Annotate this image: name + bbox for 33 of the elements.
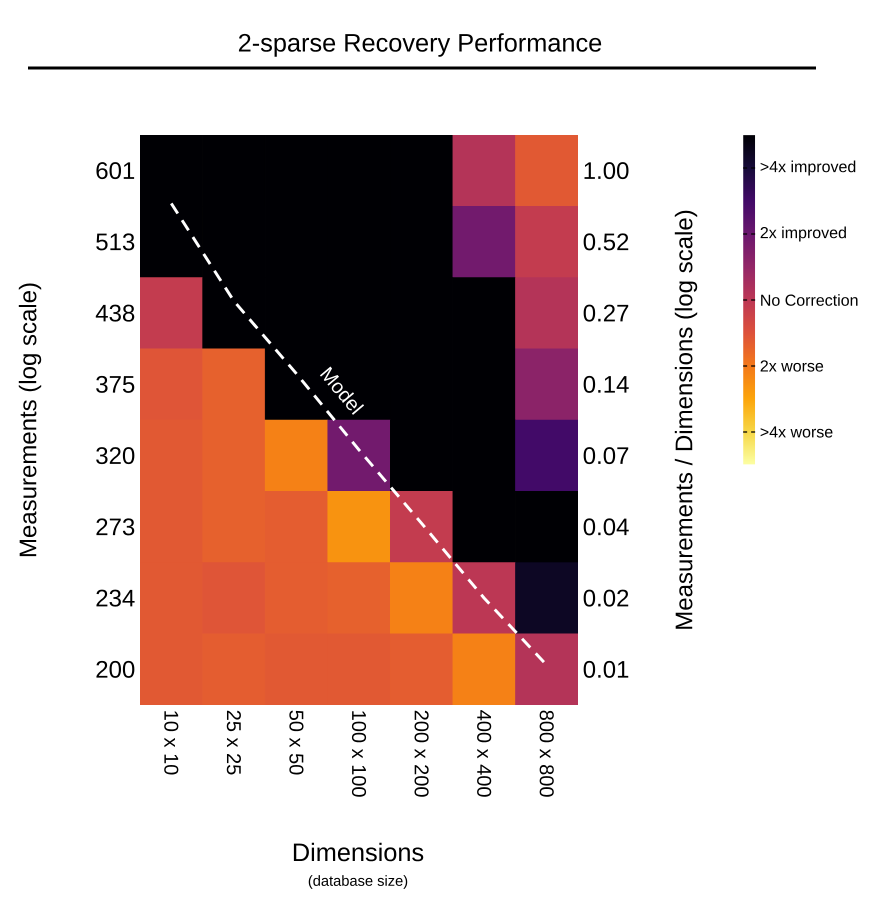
x-tick-label: 800 x 800 [540, 710, 554, 797]
color-bar-label: No Correction [761, 294, 858, 306]
color-bar-label: 2x improved [760, 226, 846, 242]
y2-tick-label: 0.27 [584, 304, 628, 322]
y-tick-label: 438 [96, 304, 134, 322]
x-tick-label: 25 x 25 [226, 710, 241, 774]
y-tick-label: 375 [96, 376, 134, 393]
y2-tick-label: 0.01 [584, 660, 628, 678]
x-axis-title: Dimensions [294, 842, 424, 862]
y2-tick-label: 0.07 [584, 447, 628, 464]
y-tick-label: 234 [96, 590, 135, 607]
x-tick-label: 200 x 200 [414, 710, 429, 797]
chart-title: 2-sparse Recovery Performance [238, 33, 602, 57]
x-tick-label: 400 x 400 [477, 710, 492, 797]
y2-tick-label: 0.02 [584, 590, 628, 607]
color-bar-label: >4x worse [760, 426, 832, 438]
x-tick-label: 50 x 50 [289, 710, 304, 775]
y-axis-title: Measurements (log scale) [18, 283, 42, 556]
color-bar-label: >4x improved [760, 160, 856, 176]
x-tick-label: 100 x 100 [352, 711, 366, 797]
y2-tick-label: 1.00 [584, 162, 628, 180]
y2-axis-title: Measurements / Dimensions (log scale) [674, 210, 698, 629]
y-tick-label: 273 [96, 518, 134, 536]
color-bar-label: 2x worse [760, 360, 824, 372]
y2-tick-label: 0.04 [584, 518, 629, 536]
text: (database size) [308, 875, 408, 889]
y-tick-label: 601 [96, 162, 134, 180]
y2-tick-label: 0.52 [584, 233, 628, 250]
y-tick-label: 200 [96, 660, 134, 678]
y2-tick-label: 0.14 [584, 376, 629, 393]
y-tick-label: 320 [96, 447, 134, 464]
x-tick-label: 10 x 10 [164, 711, 178, 775]
y-tick-label: 513 [96, 233, 134, 250]
